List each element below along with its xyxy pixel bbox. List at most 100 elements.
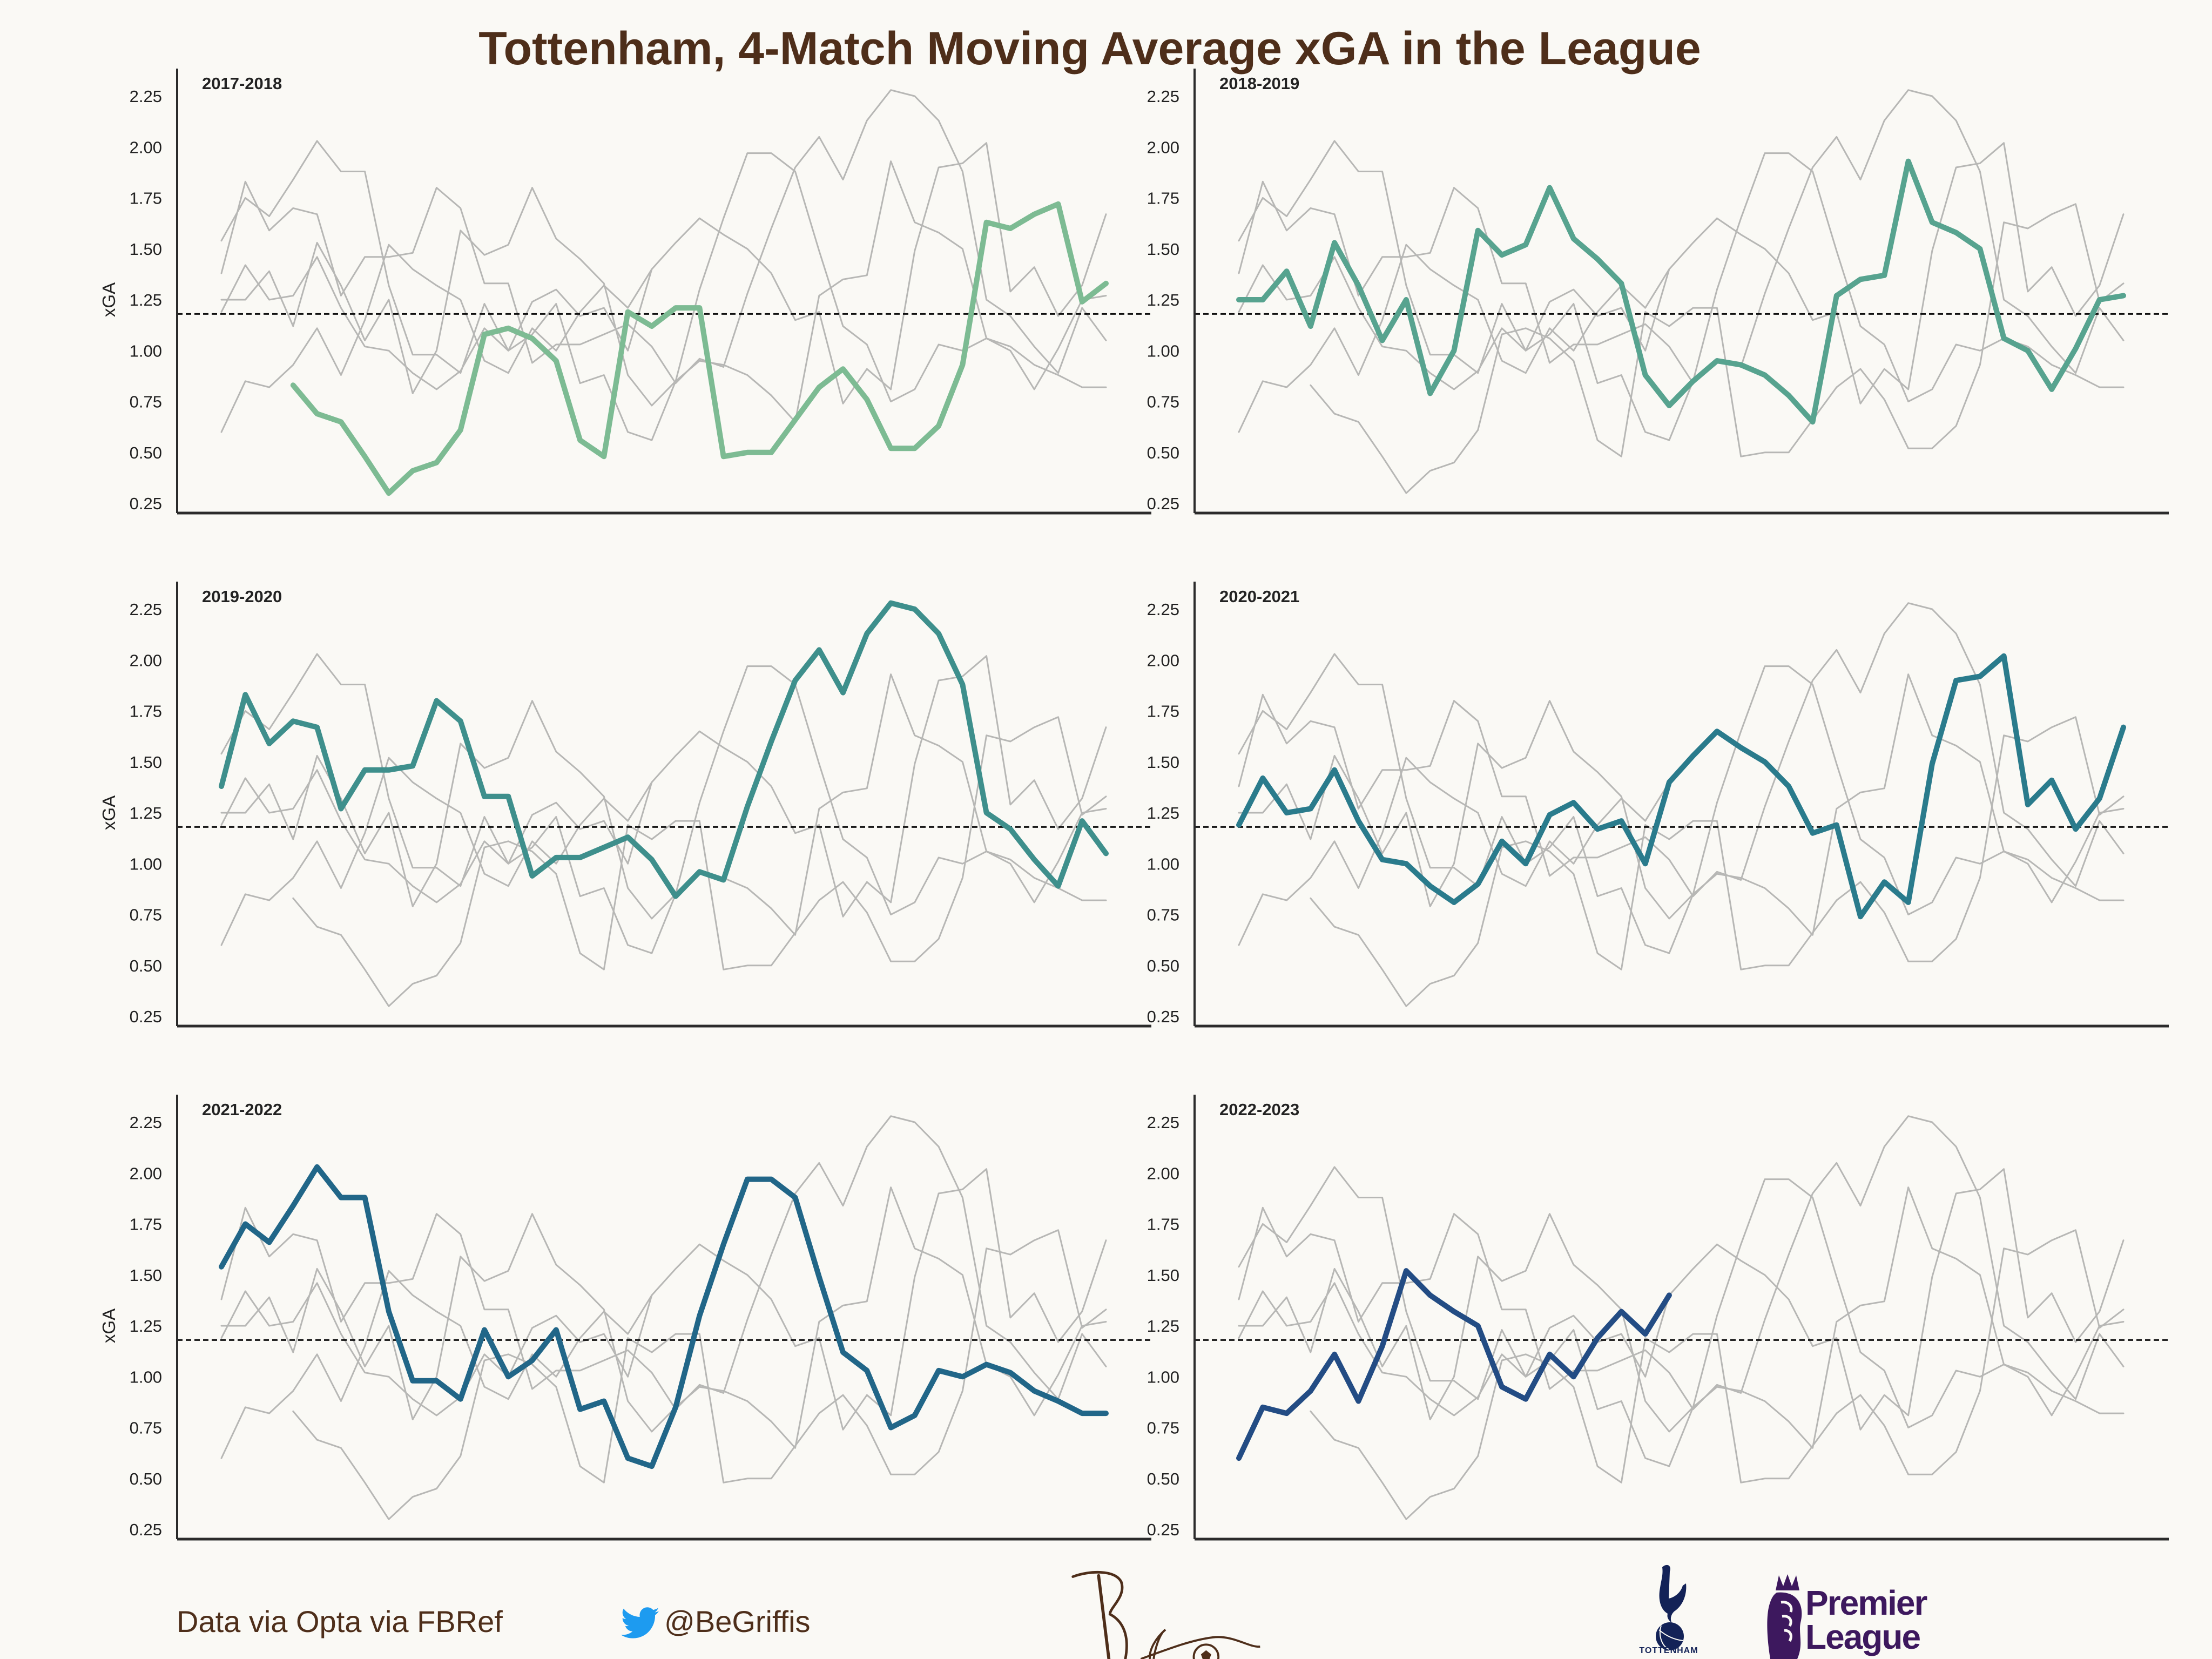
panel-2022-2023: 0.25 0.50 0.75 1.00 1.25 1.50 1.75 2.00 2.25 2022…	[1147, 1095, 2169, 1541]
highlight-line-2020-2021	[1236, 653, 2126, 920]
y-tick-label: 1.25	[1147, 804, 1179, 822]
y-tick-label: 2.00	[1147, 1164, 1179, 1183]
premier-league-wordmark-line1: Premier	[1805, 1583, 1927, 1622]
tottenham-crest-logo	[1656, 1564, 1687, 1650]
other-season-line-2018-2019	[220, 160, 1107, 423]
highlight-line-2018-2019	[1236, 158, 2126, 425]
other-season-line-2017-2018	[1310, 203, 2125, 494]
y-tick-label: 0.25	[1147, 1007, 1179, 1026]
y-tick-label: 0.75	[130, 393, 162, 412]
other-season-line-2020-2021	[1238, 142, 2125, 404]
panel-season-label: 2021-2022	[202, 1100, 282, 1119]
other-season-line-2019-2020	[220, 1115, 1107, 1411]
y-tick-label: 2.25	[1147, 1113, 1179, 1132]
panel-2019-2020: 0.25 0.50 0.75 1.00 1.25 1.50 1.75 2.00 2.25 xGA 2…	[99, 582, 1151, 1028]
y-tick-label: 1.25	[1147, 291, 1179, 309]
other-season-line-2021-2022	[1238, 140, 2125, 441]
panel-season-label: 2022-2023	[1219, 1100, 1299, 1119]
y-tick-label: 0.75	[1147, 393, 1179, 412]
y-tick-label: 1.50	[1147, 753, 1179, 772]
y-tick-label: 1.00	[130, 1367, 162, 1386]
y-tick-label: 0.50	[1147, 956, 1179, 975]
y-tick-label: 1.50	[1147, 1266, 1179, 1285]
y-tick-label: 1.00	[130, 341, 162, 360]
panel-2018-2019: 0.25 0.50 0.75 1.00 1.25 1.50 1.75 2.00 2.25 2018…	[1147, 69, 2169, 515]
y-tick-label: 2.00	[130, 138, 162, 157]
y-tick-label: 1.00	[130, 854, 162, 873]
y-tick-label: 2.25	[130, 1113, 162, 1132]
y-tick-label: 1.25	[130, 804, 162, 822]
other-season-line-2017-2018	[292, 1229, 1107, 1520]
premier-league-lion-logo	[1767, 1574, 1802, 1659]
y-axis-label: xGA	[99, 282, 119, 317]
tottenham-crest-text: TOTTENHAM	[1639, 1646, 1698, 1655]
y-tick-label: 0.50	[130, 956, 162, 975]
other-season-line-2022-2023	[220, 244, 653, 433]
y-tick-label: 0.25	[130, 1007, 162, 1026]
y-tick-label: 1.50	[130, 753, 162, 772]
y-tick-label: 0.25	[130, 1520, 162, 1539]
y-tick-label: 0.75	[1147, 1419, 1179, 1438]
panel-season-label: 2017-2018	[202, 74, 282, 93]
other-season-line-2022-2023	[1238, 757, 1670, 946]
other-season-line-2022-2023	[220, 1270, 653, 1459]
other-season-line-2019-2020	[1238, 89, 2125, 385]
y-tick-label: 2.00	[1147, 651, 1179, 670]
highlight-line-2021-2022	[219, 1164, 1109, 1469]
other-season-line-2021-2022	[1238, 1166, 2125, 1467]
y-tick-label: 1.75	[130, 1215, 162, 1234]
y-tick-label: 2.25	[1147, 87, 1179, 106]
y-tick-label: 1.50	[130, 1266, 162, 1285]
y-axis-label: xGA	[99, 795, 119, 830]
other-season-line-2020-2021	[220, 1168, 1107, 1431]
y-tick-label: 1.50	[1147, 240, 1179, 259]
y-tick-label: 2.25	[130, 600, 162, 619]
y-tick-label: 0.50	[130, 1469, 162, 1488]
y-tick-label: 0.50	[1147, 1469, 1179, 1488]
y-tick-label: 2.00	[130, 651, 162, 670]
y-tick-label: 0.50	[130, 443, 162, 462]
other-season-line-2021-2022	[220, 140, 1107, 441]
y-tick-label: 1.25	[130, 1317, 162, 1336]
other-season-line-2017-2018	[292, 716, 1107, 1007]
highlight-line-2017-2018	[290, 201, 1109, 496]
y-tick-label: 1.75	[1147, 1215, 1179, 1234]
y-tick-label: 0.25	[1147, 1520, 1179, 1539]
other-season-line-2020-2021	[220, 142, 1107, 404]
y-axis-label: xGA	[99, 1309, 119, 1343]
other-season-line-2021-2022	[1238, 653, 2125, 954]
y-tick-label: 0.50	[1147, 443, 1179, 462]
y-tick-label: 0.25	[130, 494, 162, 513]
y-tick-label: 2.25	[130, 87, 162, 106]
other-season-line-2018-2019	[220, 1186, 1107, 1449]
other-season-line-2018-2019	[220, 673, 1107, 936]
other-season-line-2019-2020	[220, 89, 1107, 385]
y-tick-label: 2.00	[130, 1164, 162, 1183]
twitter-handle: @BeGriffis	[664, 1604, 811, 1638]
y-tick-label: 1.00	[1147, 854, 1179, 873]
y-tick-label: 0.75	[130, 906, 162, 925]
other-season-line-2022-2023	[220, 757, 653, 946]
panel-season-label: 2018-2019	[1219, 74, 1299, 93]
y-tick-label: 1.75	[130, 702, 162, 721]
panel-2021-2022: 0.25 0.50 0.75 1.00 1.25 1.50 1.75 2.00 2.25 xGA 2…	[99, 1095, 1151, 1541]
y-tick-label: 1.00	[1147, 1367, 1179, 1386]
y-tick-label: 1.50	[130, 240, 162, 259]
chart-title: Tottenham, 4-Match Moving Average xGA in…	[478, 23, 1701, 75]
twitter-bird-icon	[621, 1607, 659, 1638]
y-tick-label: 1.75	[1147, 189, 1179, 208]
other-season-line-2018-2019	[1238, 673, 2125, 936]
data-source-credit: Data via Opta via FBRef	[177, 1604, 503, 1638]
premier-league-wordmark-line2: League	[1805, 1617, 1921, 1656]
other-season-line-2017-2018	[1310, 1229, 2125, 1520]
y-tick-label: 1.25	[1147, 1317, 1179, 1336]
y-tick-label: 1.75	[130, 189, 162, 208]
highlight-line-2019-2020	[219, 600, 1109, 899]
y-tick-label: 0.25	[1147, 494, 1179, 513]
other-season-line-2018-2019	[1238, 1186, 2125, 1449]
y-tick-label: 0.75	[130, 1419, 162, 1438]
panel-2020-2021: 0.25 0.50 0.75 1.00 1.25 1.50 1.75 2.00 2.25 2020…	[1147, 582, 2169, 1028]
other-season-line-2017-2018	[1310, 716, 2125, 1007]
other-season-line-2021-2022	[220, 653, 1107, 954]
